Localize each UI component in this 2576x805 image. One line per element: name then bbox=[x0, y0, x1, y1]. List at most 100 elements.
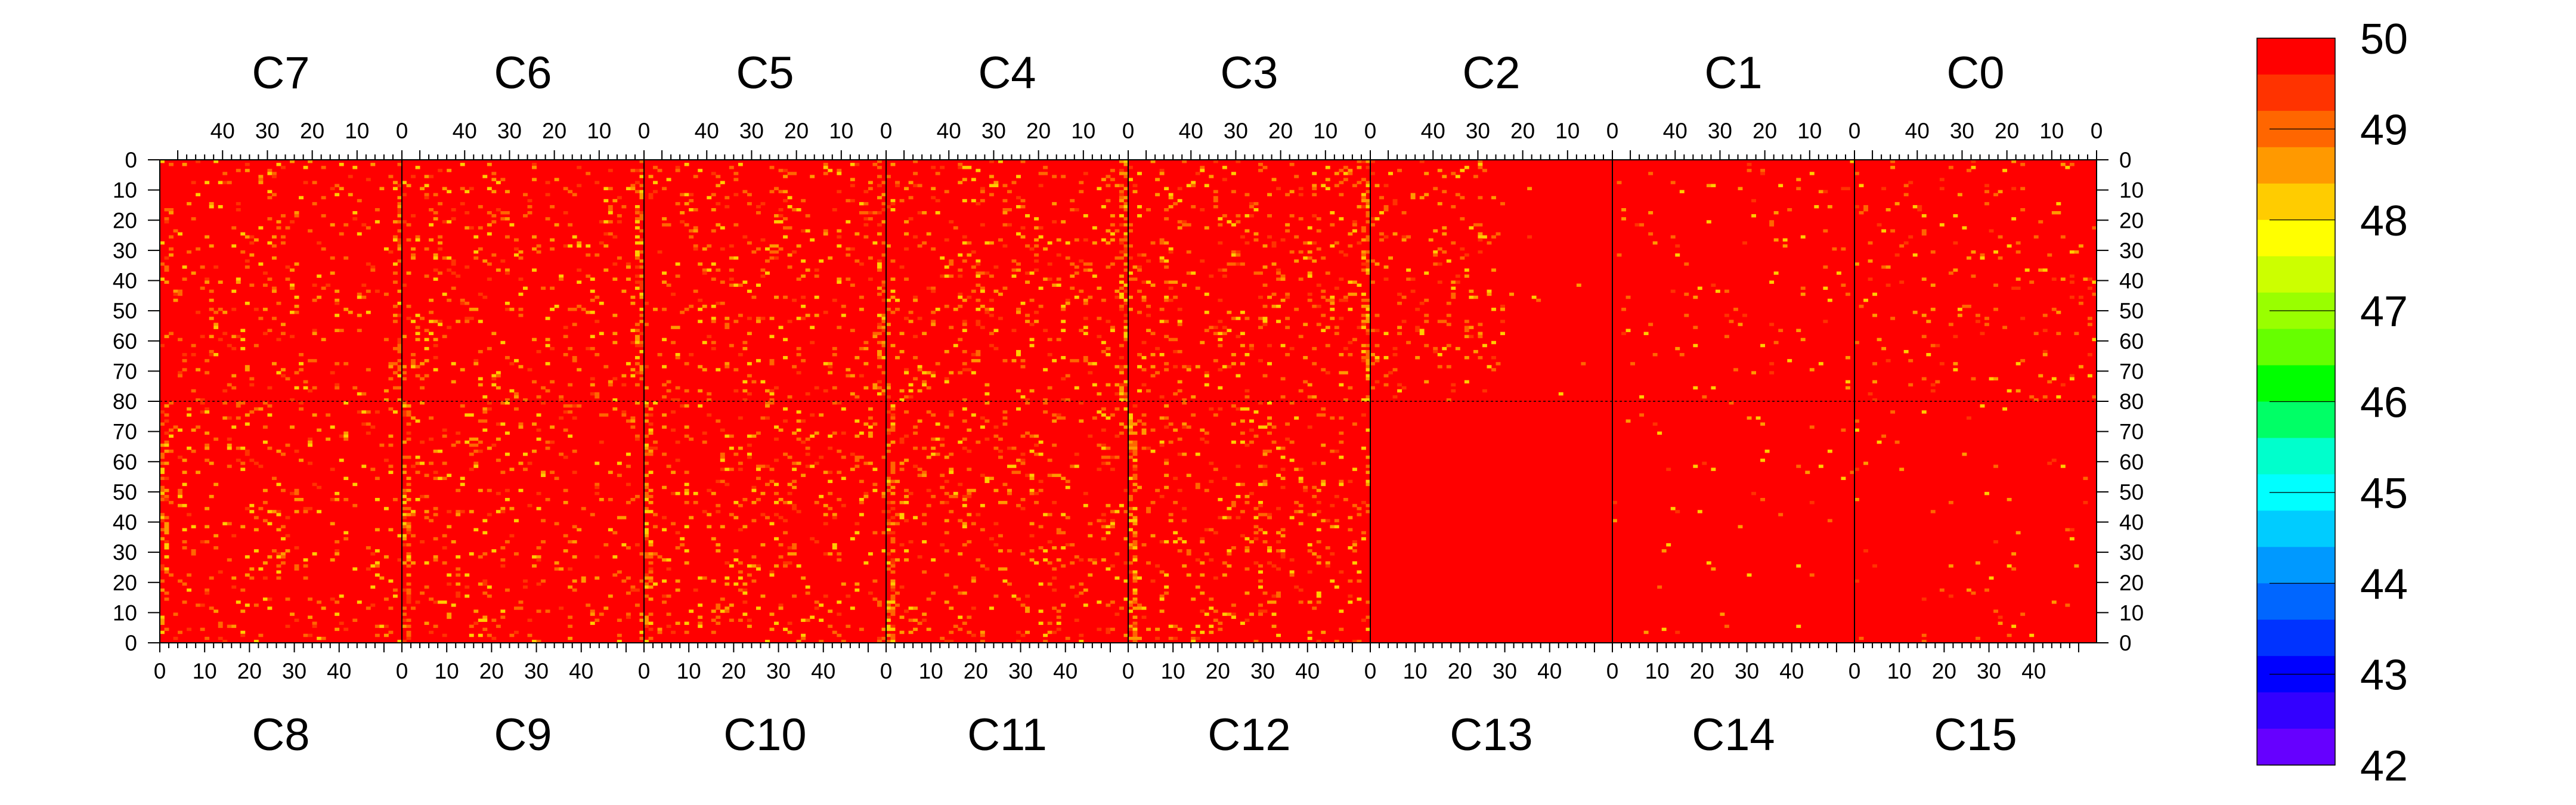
heatmap-cell bbox=[424, 473, 429, 477]
heatmap-cell bbox=[774, 220, 779, 224]
heatmap-cell bbox=[1240, 440, 1245, 444]
heatmap-cell bbox=[1366, 482, 1371, 487]
heatmap-cell bbox=[572, 579, 577, 583]
heatmap-cell bbox=[863, 422, 869, 426]
heatmap-cell bbox=[603, 606, 609, 610]
heatmap-cell bbox=[1106, 265, 1111, 269]
heatmap-cell bbox=[465, 595, 470, 598]
heatmap-cell bbox=[1074, 265, 1079, 269]
heatmap-cell bbox=[1092, 561, 1097, 565]
heatmap-cell bbox=[1231, 223, 1236, 227]
heatmap-cell bbox=[1164, 259, 1169, 263]
heatmap-cell bbox=[429, 320, 434, 323]
heatmap-cell bbox=[639, 190, 645, 194]
heatmap-cell bbox=[890, 507, 896, 510]
heatmap-cell bbox=[1267, 295, 1272, 299]
heatmap-cell bbox=[823, 470, 828, 474]
heatmap-cell bbox=[1195, 558, 1200, 562]
heatmap-cell bbox=[415, 419, 420, 423]
heatmap-cell bbox=[890, 588, 896, 592]
heatmap-cell bbox=[523, 193, 528, 197]
heatmap-cell bbox=[949, 413, 954, 417]
heatmap-cell bbox=[496, 181, 501, 184]
heatmap-cell bbox=[1917, 205, 1922, 209]
heatmap-cell bbox=[774, 537, 779, 541]
heatmap-cell bbox=[1110, 525, 1115, 529]
heatmap-cell bbox=[281, 552, 286, 556]
heatmap-cell bbox=[662, 187, 667, 191]
heatmap-cell bbox=[299, 407, 304, 411]
heatmap-cell bbox=[1370, 353, 1375, 357]
heatmap-cell bbox=[406, 595, 411, 598]
heatmap-cell bbox=[253, 549, 259, 553]
heatmap-cell bbox=[1321, 443, 1326, 447]
heatmap-cell bbox=[1464, 253, 1469, 257]
heatmap-cell bbox=[1236, 250, 1241, 254]
heatmap-cell bbox=[962, 323, 967, 326]
heatmap-cell bbox=[451, 217, 456, 221]
heatmap-cell bbox=[1984, 184, 1989, 187]
heatmap-cell bbox=[1267, 450, 1272, 453]
heatmap-cell bbox=[1823, 320, 1828, 323]
heatmap-cell bbox=[1249, 440, 1254, 444]
heatmap-cell bbox=[630, 498, 636, 501]
heatmap-cell bbox=[1253, 537, 1259, 541]
bottom-x-tick-label: 20 bbox=[237, 659, 262, 683]
heatmap-cell bbox=[1348, 595, 1353, 598]
heatmap-cell bbox=[258, 178, 264, 181]
top-x-tick-label: 20 bbox=[784, 119, 809, 143]
heatmap-cell bbox=[1921, 232, 1927, 236]
heatmap-cell bbox=[1357, 181, 1362, 184]
heatmap-cell bbox=[388, 470, 394, 474]
heatmap-cell bbox=[769, 317, 775, 320]
heatmap-cell bbox=[792, 504, 797, 507]
heatmap-cell bbox=[370, 265, 376, 269]
heatmap-cell bbox=[886, 488, 891, 493]
heatmap-cell bbox=[545, 181, 550, 184]
heatmap-cell bbox=[1186, 573, 1191, 577]
heatmap-cell bbox=[1711, 386, 1716, 390]
heatmap-cell bbox=[639, 259, 645, 263]
heatmap-cell bbox=[886, 618, 891, 622]
heatmap-cell bbox=[1894, 253, 1900, 257]
heatmap-cell bbox=[949, 453, 954, 456]
heatmap-cell bbox=[1168, 298, 1174, 302]
heatmap-cell bbox=[1141, 280, 1147, 284]
heatmap-cell bbox=[783, 453, 788, 456]
heatmap-cell bbox=[846, 368, 851, 371]
heatmap-cell bbox=[675, 459, 680, 462]
heatmap-cell bbox=[689, 305, 694, 308]
heatmap-cell bbox=[648, 621, 654, 626]
heatmap-cell bbox=[1854, 172, 1859, 175]
heatmap-cell bbox=[1025, 473, 1030, 477]
heatmap-cell bbox=[1047, 386, 1052, 390]
heatmap-cell bbox=[1132, 443, 1138, 447]
heatmap-cell bbox=[262, 401, 268, 405]
heatmap-cell bbox=[967, 241, 972, 245]
heatmap-cell bbox=[456, 320, 461, 323]
heatmap-cell bbox=[1097, 627, 1102, 631]
heatmap-cell bbox=[164, 488, 169, 493]
heatmap-cell bbox=[787, 546, 792, 550]
heatmap-cell bbox=[1177, 488, 1182, 493]
heatmap-cell bbox=[370, 564, 376, 568]
heatmap-cell bbox=[236, 446, 241, 450]
heatmap-cell bbox=[1119, 305, 1124, 308]
heatmap-cell bbox=[666, 178, 671, 181]
heatmap-cell bbox=[1267, 362, 1272, 366]
heatmap-cell bbox=[634, 211, 640, 215]
heatmap-cell bbox=[244, 265, 250, 269]
heatmap-cell bbox=[675, 166, 680, 169]
heatmap-cell bbox=[518, 308, 524, 311]
heatmap-cell bbox=[253, 238, 259, 242]
heatmap-cell bbox=[1966, 416, 1971, 420]
heatmap-cell bbox=[294, 488, 299, 493]
heatmap-cell bbox=[1258, 271, 1263, 275]
heatmap-cell bbox=[317, 295, 322, 299]
heatmap-cell bbox=[778, 603, 784, 607]
heatmap-cell bbox=[1424, 314, 1429, 317]
heatmap-cell bbox=[1002, 199, 1008, 203]
heatmap-cell bbox=[1128, 498, 1133, 501]
heatmap-cell bbox=[1262, 609, 1268, 613]
heatmap-cell bbox=[1684, 292, 1689, 296]
